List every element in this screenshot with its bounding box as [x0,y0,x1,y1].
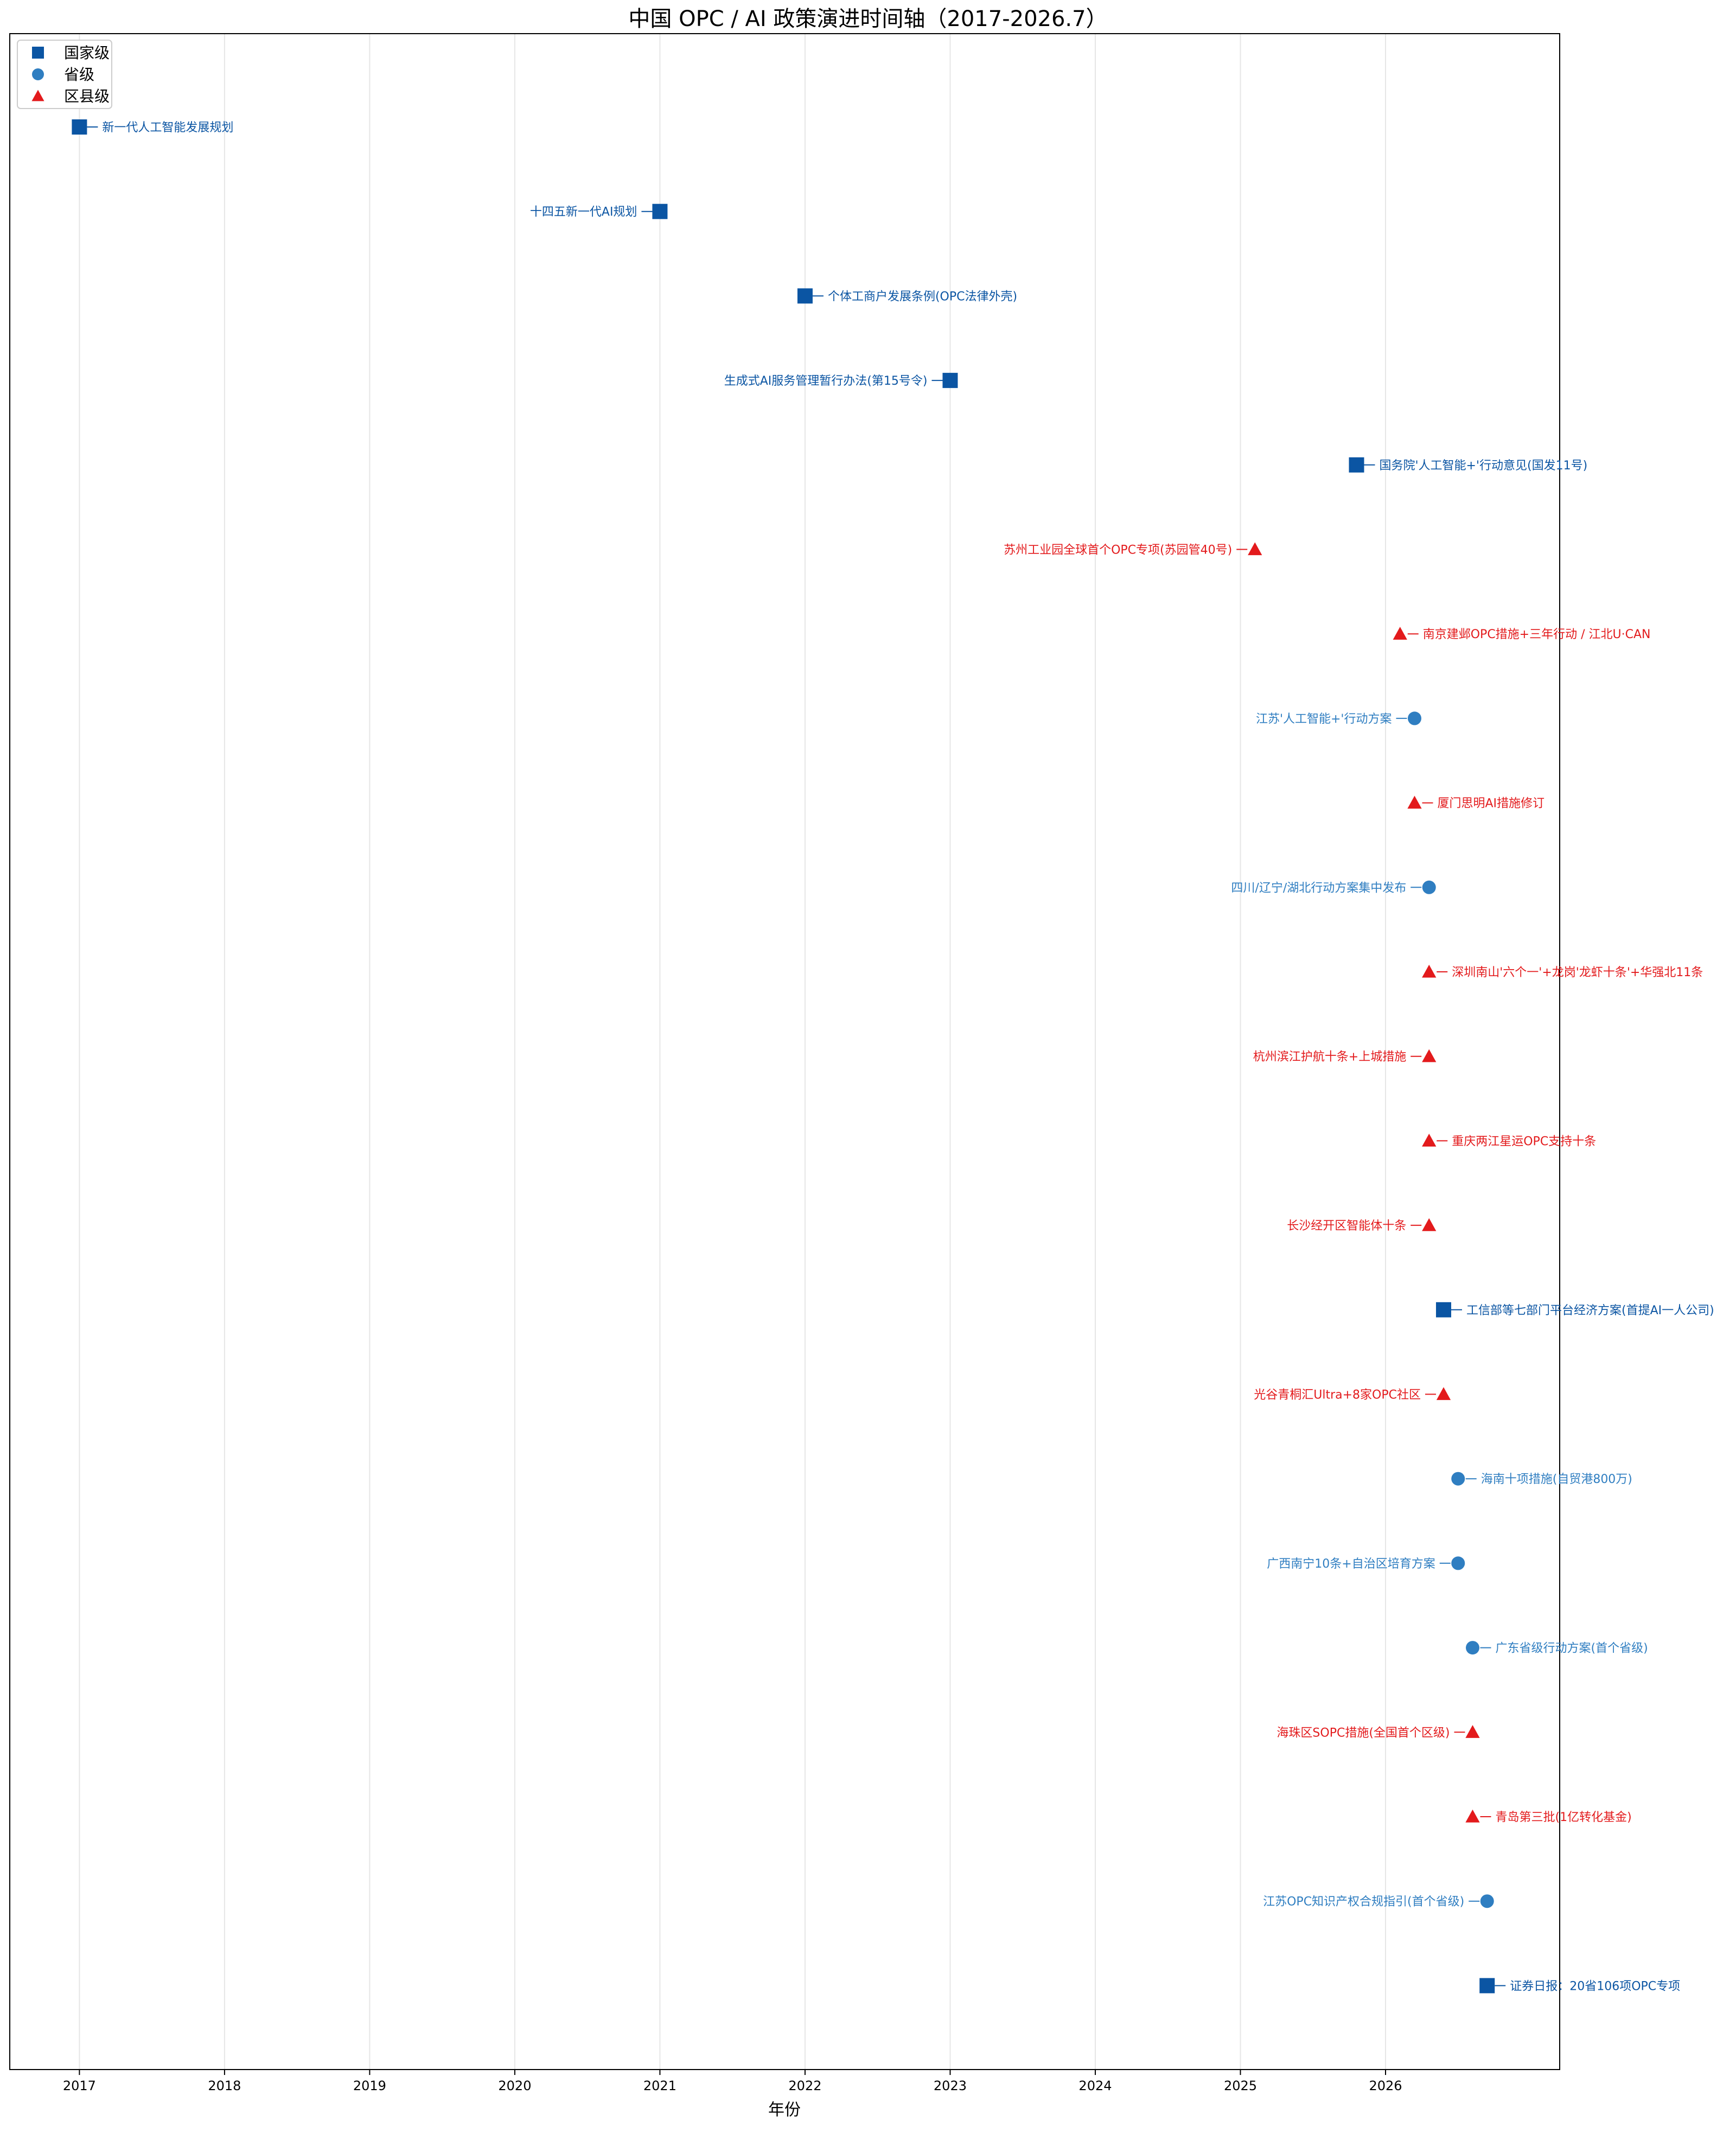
event-label: 光谷青桐汇Ultra+8家OPC社区 [1254,1389,1421,1402]
x-axis-label: 年份 [768,2100,801,2119]
event-label: 长沙经开区智能体十条 [1287,1219,1406,1233]
event-marker [1422,964,1437,978]
event-label: 工信部等七部门平台经济方案(首提AI一人公司) [1466,1304,1714,1317]
x-tick-label: 2024 [1078,2078,1112,2093]
event-marker [1422,880,1436,894]
x-tick-label: 2026 [1369,2078,1402,2093]
event-marker [1479,1978,1495,1994]
event-label: 深圳南山'六个一'+龙岗'龙虾十条'+华强北11条 [1452,966,1703,979]
event-label: 生成式AI服务管理暂行办法(第15号令) [724,374,928,388]
event-label: 杭州滨江护航十条+上城措施 [1253,1051,1406,1064]
event-marker [1407,795,1422,809]
event-marker [1422,1218,1437,1231]
event-marker [72,119,87,135]
event-label: 苏州工业园全球首个OPC专项(苏园管40号) [1004,544,1232,557]
event-label: 江苏OPC知识产权合规指引(首个省级) [1263,1895,1464,1909]
event-marker [1422,1049,1437,1062]
chart-title: 中国 OPC / AI 政策演进时间轴（2017-2026.7） [628,7,1107,31]
event-marker [1407,711,1421,725]
x-tick-label: 2021 [643,2078,676,2093]
event-marker [1422,1134,1437,1147]
x-tick-label: 2022 [788,2078,821,2093]
event-label: 青岛第三批(1亿转化基金) [1495,1811,1631,1824]
event-label: 证券日报：20省106项OPC专项 [1510,1979,1680,1993]
event-label: 十四五新一代AI规划 [530,206,637,219]
legend-label: 国家级 [64,44,110,62]
event-label: 海南十项措施(自贸港800万) [1481,1473,1632,1486]
x-tick-label: 2023 [934,2078,967,2093]
event-label: 个体工商户发展条例(OPC法律外壳) [828,290,1017,303]
event-label: 新一代人工智能发展规划 [102,121,233,135]
event-label: 南京建邺OPC措施+三年行动 / 江北U·CAN [1423,628,1651,641]
event-label: 广西南宁10条+自治区培育方案 [1267,1557,1435,1571]
event-marker [1465,1725,1480,1738]
event-marker [1480,1894,1494,1908]
legend-marker-square [32,47,44,59]
event-marker [797,288,813,304]
event-marker [1451,1556,1465,1570]
event-marker [1349,457,1364,473]
event-marker [1465,1809,1480,1823]
x-tick-label: 2019 [353,2078,386,2093]
legend-marker-triangle [31,90,44,101]
event-label: 四川/辽宁/湖北行动方案集中发布 [1231,881,1406,895]
event-marker [1436,1387,1451,1400]
x-tick-label: 2025 [1224,2078,1257,2093]
x-tick-label: 2018 [208,2078,241,2093]
event-label: 重庆两江星运OPC支持十条 [1452,1135,1596,1148]
event-label: 海珠区SOPC措施(全国首个区级) [1277,1726,1450,1740]
x-tick-label: 2020 [498,2078,531,2093]
event-marker [652,203,668,219]
grid-lines [79,34,1386,2070]
event-marker [1435,1302,1451,1317]
x-tick-label: 2017 [63,2078,96,2093]
event-marker [1393,627,1407,640]
event-marker [1451,1472,1465,1486]
plot-frame [9,33,1560,2070]
event-label: 厦门思明AI措施修订 [1437,797,1544,811]
event-marker [1465,1641,1479,1655]
legend-label: 区县级 [64,87,110,105]
event-marker [942,373,958,389]
event-label: 广东省级行动方案(首个省级) [1495,1642,1648,1656]
event-label: 江苏'人工智能+'行动方案 [1256,712,1392,726]
event-marker [1248,542,1262,556]
legend-marker-circle [32,68,44,80]
x-axis-ticks: 2017 2018 2019 2020 2021 2022 2023 2024 2025 2026 [63,2070,1402,2093]
legend-label: 省级 [64,66,94,84]
event-label: 国务院'人工智能+'行动意见(国发11号) [1379,459,1587,473]
